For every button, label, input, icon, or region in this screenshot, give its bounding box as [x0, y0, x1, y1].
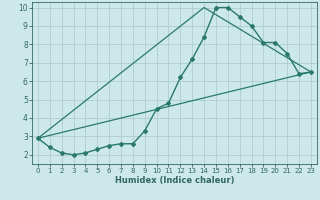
X-axis label: Humidex (Indice chaleur): Humidex (Indice chaleur): [115, 176, 234, 185]
